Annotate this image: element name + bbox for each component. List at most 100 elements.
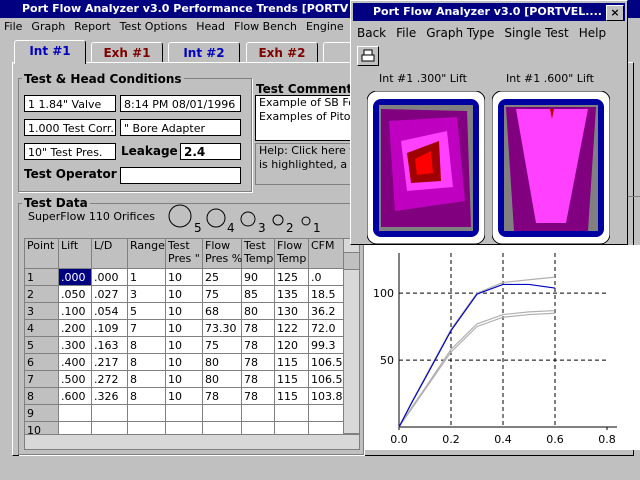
cell[interactable] bbox=[241, 421, 275, 434]
orifice[interactable] bbox=[272, 214, 284, 226]
scroll-thumb[interactable] bbox=[343, 252, 360, 270]
cell[interactable]: 122 bbox=[274, 319, 309, 337]
cell[interactable] bbox=[58, 404, 92, 422]
cell[interactable]: .326 bbox=[91, 387, 128, 405]
cell[interactable]: 36.2 bbox=[308, 302, 344, 320]
cell[interactable]: .109 bbox=[91, 319, 128, 337]
menu-item[interactable]: Report bbox=[74, 20, 111, 33]
cell[interactable]: 78 bbox=[241, 319, 275, 337]
cell[interactable] bbox=[202, 404, 242, 422]
cell[interactable]: 85 bbox=[241, 285, 275, 303]
cell[interactable]: 120 bbox=[274, 336, 309, 354]
cell[interactable]: 115 bbox=[274, 370, 309, 388]
cell[interactable]: 10 bbox=[165, 319, 203, 337]
cell[interactable]: 5 bbox=[24, 336, 59, 354]
menu-item[interactable]: File bbox=[4, 20, 23, 33]
cell[interactable]: 3 bbox=[127, 285, 166, 303]
cell[interactable]: 75 bbox=[202, 336, 242, 354]
leakage-field[interactable]: 2.4 bbox=[180, 143, 241, 160]
menu-item[interactable]: Single Test bbox=[504, 26, 569, 40]
test-pres-field[interactable]: 10" Test Pres. bbox=[24, 143, 116, 160]
cell[interactable]: .000 bbox=[91, 268, 128, 286]
tab[interactable]: Exh #2 bbox=[246, 42, 318, 63]
test-corr-field[interactable]: 1.000 Test Corr. bbox=[24, 119, 116, 136]
cell[interactable] bbox=[308, 404, 344, 422]
orifice[interactable] bbox=[206, 208, 226, 228]
cell[interactable] bbox=[274, 404, 309, 422]
cell[interactable]: 8 bbox=[127, 387, 166, 405]
cell[interactable]: 135 bbox=[274, 285, 309, 303]
cell[interactable]: 78 bbox=[241, 387, 275, 405]
cell[interactable]: 106.5 bbox=[308, 353, 344, 371]
cell[interactable]: 8 bbox=[24, 387, 59, 405]
menu-item[interactable]: Head bbox=[196, 20, 226, 33]
cell[interactable]: .100 bbox=[58, 302, 92, 320]
comments-box[interactable]: Example of SB For Examples of Pitot t bbox=[255, 95, 355, 141]
cell[interactable]: 25 bbox=[202, 268, 242, 286]
cell[interactable]: 1 bbox=[127, 268, 166, 286]
cell[interactable]: 10 bbox=[165, 302, 203, 320]
cell[interactable]: 75 bbox=[202, 285, 242, 303]
cell[interactable] bbox=[91, 404, 128, 422]
cell[interactable]: 130 bbox=[274, 302, 309, 320]
tab[interactable]: Int #2 bbox=[168, 42, 240, 63]
cell[interactable]: .300 bbox=[58, 336, 92, 354]
cell[interactable]: 8 bbox=[127, 336, 166, 354]
cell[interactable] bbox=[202, 421, 242, 434]
menu-item[interactable]: Back bbox=[357, 26, 387, 40]
orifice[interactable] bbox=[168, 204, 192, 228]
cell[interactable] bbox=[58, 421, 92, 434]
cell[interactable]: 125 bbox=[274, 268, 309, 286]
cell[interactable]: 73.30 bbox=[202, 319, 242, 337]
cell[interactable]: 8 bbox=[127, 370, 166, 388]
cell[interactable]: .200 bbox=[58, 319, 92, 337]
cell[interactable]: 7 bbox=[24, 370, 59, 388]
cell[interactable]: 68 bbox=[202, 302, 242, 320]
cell[interactable]: 115 bbox=[274, 387, 309, 405]
cell[interactable]: .027 bbox=[91, 285, 128, 303]
cell[interactable]: 90 bbox=[241, 268, 275, 286]
cell[interactable]: 78 bbox=[241, 336, 275, 354]
menu-item[interactable]: File bbox=[396, 26, 417, 40]
cell[interactable] bbox=[165, 421, 203, 434]
cell[interactable] bbox=[274, 421, 309, 434]
cell[interactable]: .600 bbox=[58, 387, 92, 405]
cell[interactable] bbox=[127, 404, 166, 422]
operator-field[interactable] bbox=[120, 167, 241, 184]
cell[interactable]: 106.5 bbox=[308, 370, 344, 388]
cell[interactable]: .272 bbox=[91, 370, 128, 388]
valve-field[interactable]: 1 1.84" Valve bbox=[24, 95, 116, 112]
cell[interactable]: 1 bbox=[24, 268, 59, 286]
cell[interactable]: 78 bbox=[241, 353, 275, 371]
close-button[interactable]: × bbox=[606, 5, 624, 21]
orifice[interactable] bbox=[301, 216, 311, 226]
datetime-field[interactable]: 8:14 PM 08/01/1996 bbox=[120, 95, 241, 112]
cell[interactable]: 80 bbox=[202, 370, 242, 388]
cell[interactable]: 72.0 bbox=[308, 319, 344, 337]
cell[interactable]: 78 bbox=[241, 370, 275, 388]
cell[interactable]: .400 bbox=[58, 353, 92, 371]
menu-item[interactable]: Test Options bbox=[119, 20, 188, 33]
menu-item[interactable]: Flow Bench bbox=[234, 20, 297, 33]
bore-adapter-field[interactable]: " Bore Adapter bbox=[120, 119, 241, 136]
cell[interactable]: 80 bbox=[241, 302, 275, 320]
cell[interactable]: 103.8 bbox=[308, 387, 344, 405]
cell[interactable] bbox=[165, 404, 203, 422]
cell[interactable]: .500 bbox=[58, 370, 92, 388]
cell[interactable]: 18.5 bbox=[308, 285, 344, 303]
cell[interactable]: 7 bbox=[127, 319, 166, 337]
cell[interactable]: 78 bbox=[202, 387, 242, 405]
cell[interactable]: 2 bbox=[24, 285, 59, 303]
tab[interactable]: Exh #1 bbox=[91, 42, 163, 63]
cell[interactable] bbox=[308, 421, 344, 434]
cell[interactable]: .050 bbox=[58, 285, 92, 303]
cell[interactable]: 10 bbox=[165, 336, 203, 354]
cell[interactable]: 10 bbox=[165, 285, 203, 303]
cell[interactable]: 8 bbox=[127, 353, 166, 371]
cell[interactable]: .054 bbox=[91, 302, 128, 320]
horizontal-scrollbar[interactable] bbox=[24, 434, 360, 450]
menu-item[interactable]: Help bbox=[578, 26, 607, 40]
cell[interactable]: 6 bbox=[24, 353, 59, 371]
print-button[interactable] bbox=[357, 46, 379, 66]
cell[interactable]: .163 bbox=[91, 336, 128, 354]
